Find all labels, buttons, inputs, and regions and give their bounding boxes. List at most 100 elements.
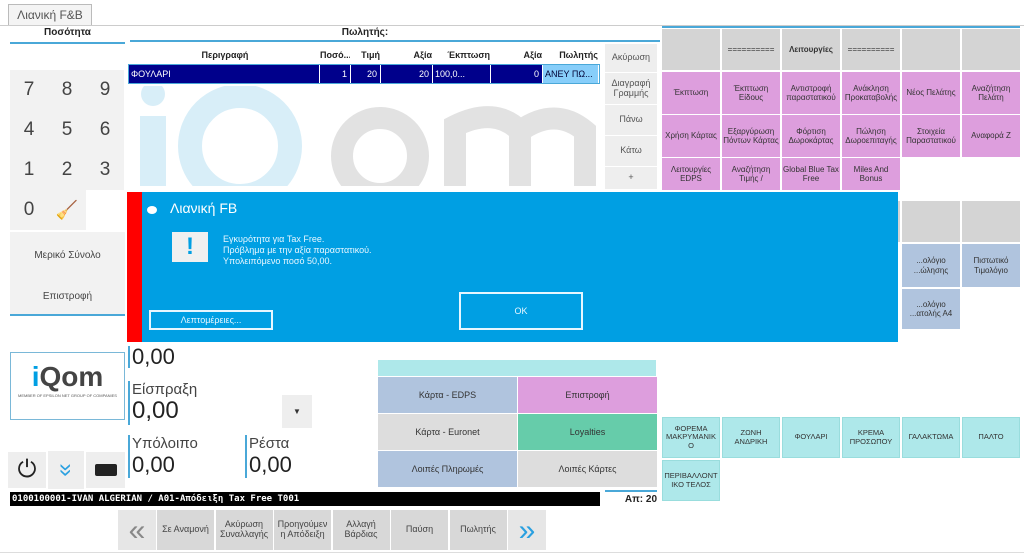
logo-box: iQom MEMBER OF EPSILON NET GROUP OF COMP… (10, 352, 125, 420)
dialog-message: Εγκυρότητα για Tax Free. Πρόβλημα με την… (223, 234, 372, 266)
function-button-empty[interactable] (962, 201, 1020, 242)
toolbar-button[interactable]: Παύση (391, 510, 448, 550)
payment-button[interactable]: Λοιπές Κάρτες (518, 451, 657, 487)
function-button[interactable]: ...ολόγιο ...ώλησης (902, 244, 960, 287)
side-button-1[interactable]: Διαγραφή Γραμμής (605, 73, 657, 104)
function-button[interactable]: Έκπτωση (662, 72, 720, 114)
function-button[interactable] (902, 29, 960, 70)
toolbar-button[interactable]: Αλλαγή Βάρδιας (332, 510, 390, 550)
quantity-header: Ποσότητα (44, 27, 91, 38)
function-button[interactable]: Αναζήτηση Πελάτη (962, 72, 1020, 114)
side-button-3[interactable]: Κάτω (605, 136, 657, 166)
dialog-red-strip (127, 192, 142, 342)
table-cell: ΦΟΥΛΑΡΙ (129, 65, 320, 83)
product-button[interactable]: ΠΕΡΙΒΑΛΛΟΝΤΙΚΟ ΤΕΛΟΣ (662, 460, 720, 501)
keypad-key-1[interactable]: 1 (10, 150, 48, 190)
balance-amount: 0,00 (128, 452, 175, 478)
payment-button[interactable]: Loyalties (518, 414, 657, 450)
product-button[interactable]: ΦΟΥΛΑΡΙ (782, 417, 840, 458)
keypad-key-9[interactable]: 9 (86, 70, 124, 110)
payment-button[interactable]: Κάρτα - Euronet (378, 414, 517, 450)
function-button[interactable]: Ανάκληση Προκαταβολής (842, 72, 900, 114)
payment-button[interactable]: Κάρτα - EDPS (378, 377, 517, 413)
product-button[interactable]: ΚΡΕΜΑ ΠΡΟΣΩΠΟΥ (842, 417, 900, 458)
double-chevron-down-icon: » (53, 463, 80, 477)
function-button[interactable]: Φόρτιση Δωροκάρτας (782, 115, 840, 157)
column-header[interactable]: Αξία (413, 50, 432, 60)
salesperson-header: Πωλητής: (341, 27, 389, 38)
message-dialog: Λιανική FB ! Εγκυρότητα για Tax Free. Πρ… (127, 192, 898, 342)
tab-lianiki-fb[interactable]: Λιανική F&B (8, 4, 92, 25)
column-header[interactable]: Περιγραφή (201, 50, 249, 60)
function-button[interactable]: ========== (722, 29, 780, 70)
table-cell: 0 (491, 65, 543, 83)
keyboard-button[interactable] (86, 452, 125, 488)
toolbar-button[interactable]: Πωλητής (449, 510, 507, 550)
keypad-key-2[interactable]: 2 (48, 150, 86, 190)
toolbar-button[interactable]: Σε Αναμονή (157, 510, 214, 550)
expand-button[interactable]: » (48, 451, 84, 489)
function-button[interactable] (962, 29, 1020, 70)
logo-text: iQom (31, 361, 104, 392)
column-header[interactable]: Τιμή (361, 50, 380, 60)
payment-strip (378, 360, 656, 376)
function-button[interactable]: Στοιχεία Παραστατικού (902, 115, 960, 157)
return-button[interactable]: Επιστροφή (10, 278, 125, 314)
function-button[interactable]: Λειτουργίες (782, 29, 840, 70)
toolbar-next-button[interactable]: » (508, 510, 546, 550)
product-button[interactable]: ΠΑΛΤΟ (962, 417, 1020, 458)
details-button[interactable]: Λεπτομέρειες... (149, 310, 273, 330)
function-button[interactable] (662, 29, 720, 70)
keypad-key-6[interactable]: 6 (86, 110, 124, 150)
keypad-key-8[interactable]: 8 (48, 70, 86, 110)
function-button[interactable]: Πιστωτικό Τιμολόγιο (962, 244, 1020, 287)
function-button[interactable]: Χρήση Κάρτας (662, 115, 720, 157)
toolbar-button[interactable]: Προηγούμενη Απόδειξη (274, 510, 331, 550)
function-button[interactable]: Αναφορά Z (962, 115, 1020, 157)
function-button[interactable]: Λειτουργίες EDPS (662, 158, 720, 190)
change-amount: 0,00 (245, 452, 292, 478)
clear-brush-button[interactable]: 🧹 (48, 190, 86, 230)
partial-amount: 0,00 (128, 346, 175, 368)
toolbar-button[interactable]: Ακύρωση Συναλλαγής (215, 510, 273, 550)
function-button[interactable]: Εξαργύρωση Πόντων Κάρτας (722, 115, 780, 157)
payment-button[interactable]: Επιστροφή (518, 377, 657, 413)
function-button[interactable]: Αναζήτηση Τιμής / (722, 158, 780, 190)
function-button-empty[interactable] (902, 201, 960, 242)
payment-button[interactable]: Λοιπές Πληρωμές (378, 451, 517, 487)
keypad-key-4[interactable]: 4 (10, 110, 48, 150)
receipt-amount: 0,00 (128, 397, 179, 425)
function-button[interactable]: Miles And Bonus (842, 158, 900, 190)
keypad-key-7[interactable]: 7 (10, 70, 48, 110)
background-watermark-logo (140, 86, 596, 186)
keypad-key-0[interactable]: 0 (10, 190, 48, 230)
function-button[interactable]: Νέος Πελάτης (902, 72, 960, 114)
function-button[interactable]: Global Blue Tax Free (782, 158, 840, 190)
function-button[interactable]: Έκπτωση Είδους (722, 72, 780, 114)
function-button[interactable]: Πώληση Δωροεπιταγής (842, 115, 900, 157)
receipt-dropdown-button[interactable]: ▼ (282, 395, 312, 428)
column-header[interactable]: Έκπτωση (447, 50, 490, 60)
function-button[interactable]: Αντιστροφή παραστατικού (782, 72, 840, 114)
side-button-0[interactable]: Ακύρωση (605, 44, 657, 72)
column-header[interactable]: Αξία (523, 50, 542, 60)
power-button[interactable]: ⏻ (8, 452, 46, 488)
product-button[interactable]: ΓΑΛΑΚΤΩΜΑ (902, 417, 960, 458)
product-button[interactable]: ΦΟΡΕΜΑ ΜΑΚΡΥΜΑΝΙΚΟ (662, 417, 720, 458)
product-button[interactable]: ΖΩΝΗ ΑΝΔΡΙΚΗ (722, 417, 780, 458)
column-header[interactable]: Ποσό... (320, 50, 350, 60)
double-chevron-left-icon: « (128, 513, 146, 547)
function-button[interactable]: ...ολόγιο ...ατολής Α4 (902, 289, 960, 329)
keypad-key-3[interactable]: 3 (86, 150, 124, 190)
table-row[interactable] (128, 64, 600, 84)
side-button-2[interactable]: Πάνω (605, 105, 657, 135)
partial-total-button[interactable]: Μερικό Σύνολο (10, 232, 125, 278)
power-icon: ⏻ (17, 456, 37, 483)
toolbar-prev-button[interactable]: « (118, 510, 156, 550)
column-header[interactable]: Πωλητής (559, 50, 598, 60)
side-button-4[interactable]: + (605, 167, 657, 189)
table-cell: 1 (319, 65, 351, 83)
ok-button[interactable]: OK (459, 292, 583, 330)
function-button[interactable]: ========== (842, 29, 900, 70)
keypad-key-5[interactable]: 5 (48, 110, 86, 150)
